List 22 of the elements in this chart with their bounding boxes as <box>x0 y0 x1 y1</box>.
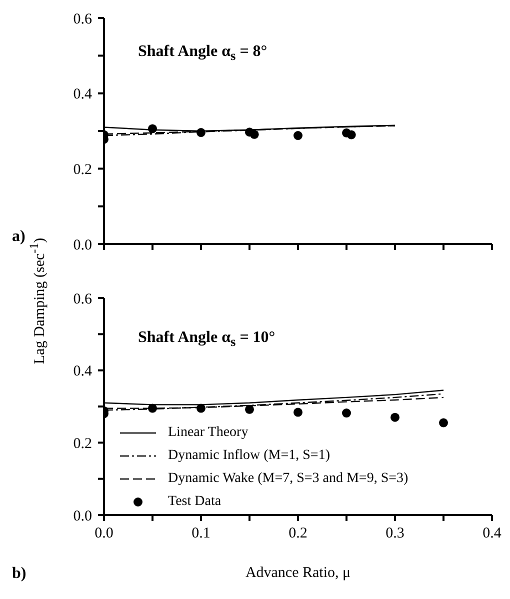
y-tick-label: 0.0 <box>73 237 92 254</box>
legend-label: Dynamic Wake (M=7, S=3 and M=9, S=3) <box>168 470 408 488</box>
text: b) <box>12 565 26 583</box>
text: a) <box>12 228 26 246</box>
y-tick-label: 0.4 <box>73 86 92 103</box>
x-axis-title: Advance Ratio, μ <box>244 565 352 582</box>
y-tick-label: 0.6 <box>73 291 92 308</box>
legend-label: Dynamic Inflow (M=1, S=1) <box>168 447 330 465</box>
y-tick-label: 0.0 <box>73 508 92 524</box>
y-tick-label: 0.2 <box>73 436 92 452</box>
x-tick-label: 0.1 <box>192 526 210 542</box>
legend-label: Linear Theory <box>168 424 248 442</box>
legend-label: Test Data <box>168 493 222 511</box>
y-tick-label: 0.6 <box>73 11 92 28</box>
x-tick-label: 0.0 <box>94 526 114 542</box>
y-tick-label: 0.2 <box>73 162 92 178</box>
x-tick-label: 0.3 <box>386 526 404 542</box>
y-tick-label: 0.4 <box>73 364 92 380</box>
annotation: Shaft Angle α$_{s}$ = 8° <box>138 43 268 64</box>
x-tick-label: 0.2 <box>288 526 308 542</box>
x-tick-label: 0.4 <box>482 526 502 542</box>
annotation: Shaft Angle α$_{s}$ = 10° <box>138 328 276 350</box>
